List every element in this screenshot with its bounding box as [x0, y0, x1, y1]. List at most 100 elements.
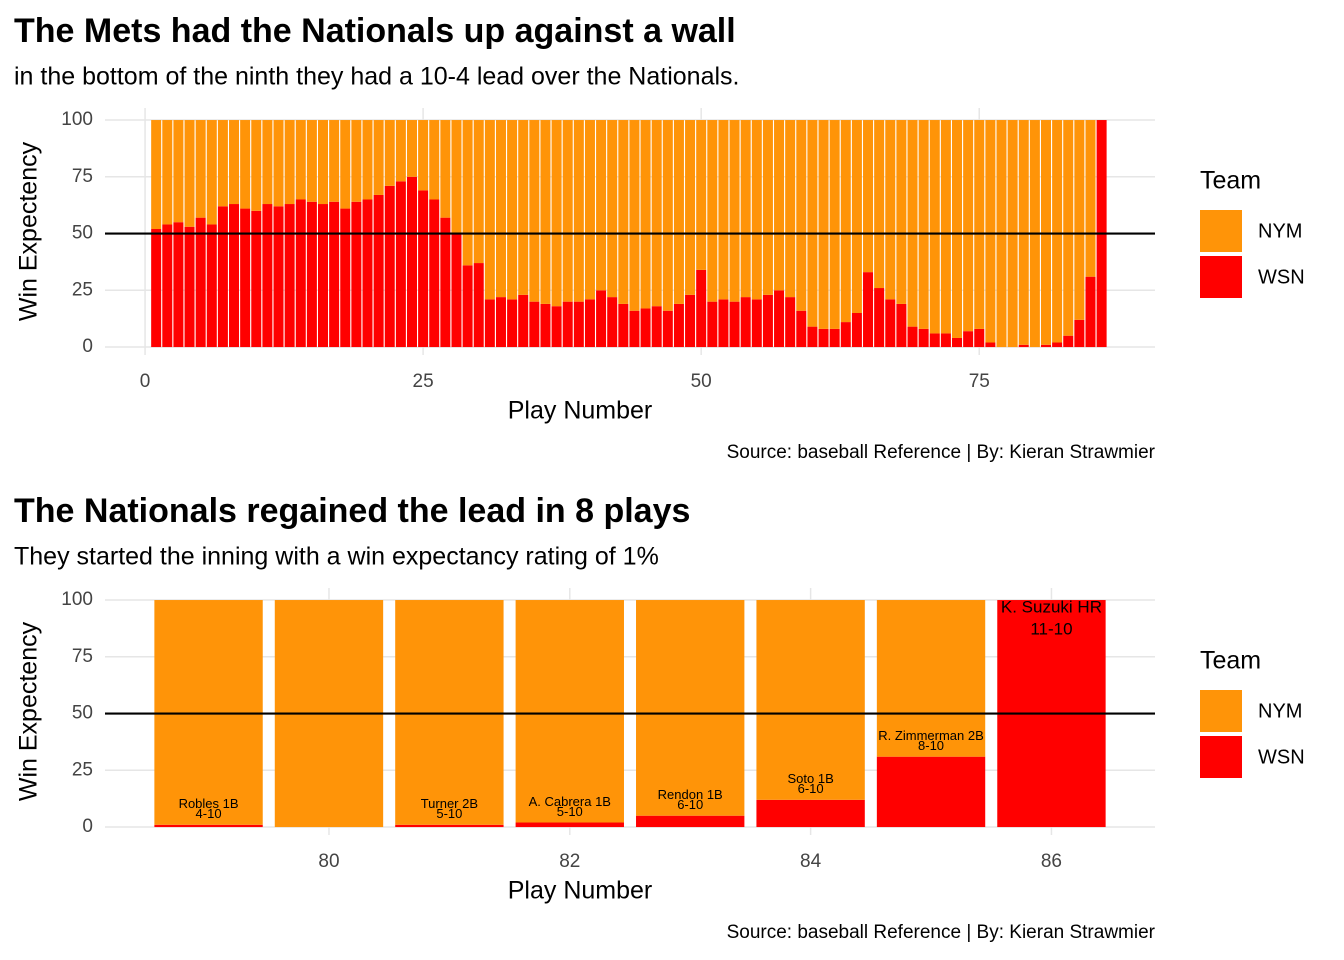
bar-segment [651, 120, 662, 307]
bar-segment [473, 263, 484, 348]
bar-segment [1085, 276, 1096, 348]
bar-segment [151, 229, 162, 348]
bar-segment [607, 297, 618, 348]
bar-segment [306, 201, 317, 348]
bar-segment [229, 204, 240, 348]
x-tick-label: 75 [969, 371, 990, 392]
annotation: Rendon 1B [658, 787, 723, 802]
bar-segment [874, 120, 885, 289]
bar-segment [829, 120, 840, 329]
bar-segment [584, 120, 595, 300]
bar-segment [373, 120, 384, 195]
bar-segment [863, 120, 874, 273]
bar-segment [151, 120, 162, 230]
bar-segment [518, 294, 529, 348]
bar-segment [229, 120, 240, 205]
bar-segment [395, 824, 504, 828]
bar-segment [618, 120, 629, 304]
bar-segment [217, 206, 228, 348]
y-axis-label: Win Expectency [15, 621, 43, 801]
bar-segment [1052, 342, 1063, 348]
bar-segment [829, 328, 840, 348]
bar-segment [206, 120, 217, 225]
bar-segment [562, 120, 573, 302]
bar-segment [673, 120, 684, 304]
bar-segment [651, 306, 662, 348]
bar-segment [573, 301, 584, 348]
bar-segment [729, 301, 740, 348]
y-tick-label: 50 [72, 703, 93, 724]
bar-segment [1063, 120, 1074, 336]
bar-segment [340, 120, 351, 209]
bar-segment [551, 120, 562, 307]
bar-segment [340, 208, 351, 348]
bar-segment [673, 303, 684, 348]
annotation: Soto 1B [787, 771, 833, 786]
bar-segment [515, 822, 624, 828]
bar-segment [751, 299, 762, 348]
annotation: 8-10 [918, 738, 944, 753]
x-tick-label: 86 [1041, 851, 1062, 872]
bar-segment [963, 120, 974, 332]
bar-segment [636, 815, 745, 828]
legend-title: Team [1200, 647, 1261, 675]
x-axis-label: Play Number [508, 877, 653, 905]
y-tick-label: 50 [72, 223, 93, 244]
bar-segment [876, 600, 986, 757]
bar-segment [718, 299, 729, 348]
x-tick-label: 0 [140, 371, 151, 392]
bar-segment [451, 233, 462, 348]
bar-segment [395, 120, 406, 182]
bar-segment [840, 322, 851, 348]
bar-segment [818, 120, 829, 329]
bar-segment [985, 120, 996, 343]
bar-segment [740, 120, 751, 298]
bar-segment [329, 201, 340, 348]
bar-segment [896, 303, 907, 348]
bar-segment [162, 120, 173, 225]
bar-segment [1018, 344, 1029, 348]
annotation: A. Cabrera 1B [529, 794, 611, 809]
bar-segment [907, 120, 918, 327]
bar-segment [707, 301, 718, 348]
bar-segment [907, 326, 918, 348]
annotation: Turner 2B [421, 796, 478, 811]
bar-segment [495, 297, 506, 348]
bar-segment [963, 331, 974, 348]
x-axis-label: Play Number [508, 397, 653, 425]
bar-segment [217, 120, 228, 207]
annotation: Robles 1B [179, 796, 239, 811]
bar-segment [596, 120, 607, 291]
chart-subtitle: in the bottom of the ninth they had a 10… [14, 63, 739, 91]
bar-segment [484, 299, 495, 348]
bar-segment [306, 120, 317, 202]
bar-segment [1085, 120, 1096, 277]
bar-segment [462, 265, 473, 348]
bar-segment [929, 333, 940, 348]
bar-segment [154, 824, 263, 828]
bar-segment [662, 310, 673, 348]
bar-segment [640, 308, 651, 348]
bar-segment [284, 120, 295, 205]
bar-segment [640, 120, 651, 309]
bar-segment [774, 120, 785, 291]
chart-title: The Nationals regained the lead in 8 pla… [14, 492, 690, 530]
bar-segment [384, 185, 395, 348]
bar-segment [918, 328, 929, 348]
bar-segment [636, 600, 745, 816]
bar-segment [406, 120, 417, 177]
bar-segment [540, 120, 551, 304]
bar-segment [451, 120, 462, 234]
bar-segment [495, 120, 506, 298]
legend-label: WSN [1258, 266, 1305, 288]
bar-segment [774, 290, 785, 348]
y-tick-label: 25 [72, 279, 93, 300]
bar-segment [573, 120, 584, 302]
bar-segment [240, 208, 251, 348]
y-tick-label: 75 [72, 166, 93, 187]
bar-segment [395, 181, 406, 348]
annotation: 6-10 [798, 781, 824, 796]
bar-segment [184, 226, 195, 348]
bar-segment [885, 120, 896, 300]
bar-segment [974, 328, 985, 348]
